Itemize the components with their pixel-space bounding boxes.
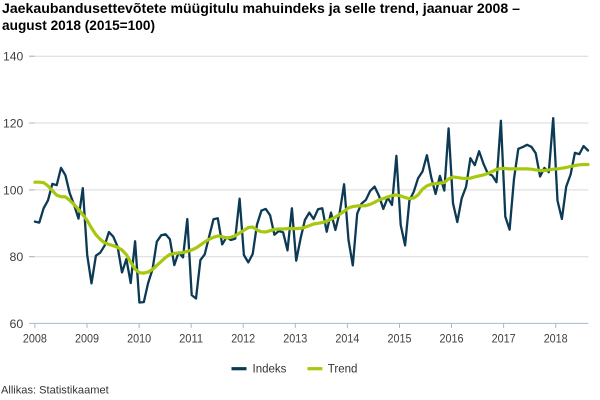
- svg-text:2014: 2014: [335, 331, 359, 345]
- svg-text:2018: 2018: [544, 331, 568, 345]
- svg-text:2013: 2013: [283, 331, 307, 345]
- svg-text:2008: 2008: [23, 331, 47, 345]
- svg-text:Trend: Trend: [328, 364, 358, 376]
- svg-text:Jaekaubandusettevõtete müügitu: Jaekaubandusettevõtete müügitulu mahuind…: [2, 1, 521, 16]
- svg-text:80: 80: [10, 250, 24, 264]
- svg-text:60: 60: [10, 317, 24, 331]
- svg-text:140: 140: [3, 50, 24, 64]
- svg-text:2012: 2012: [231, 331, 255, 345]
- svg-text:2015: 2015: [388, 331, 412, 345]
- svg-text:2016: 2016: [440, 331, 464, 345]
- svg-text:august 2018 (2015=100): august 2018 (2015=100): [2, 18, 155, 33]
- svg-text:2011: 2011: [179, 331, 203, 345]
- svg-text:2009: 2009: [75, 331, 99, 345]
- svg-text:Allikas: Statistikaamet: Allikas: Statistikaamet: [1, 384, 109, 396]
- svg-text:100: 100: [3, 183, 24, 197]
- svg-text:2010: 2010: [127, 331, 151, 345]
- svg-text:Indeks: Indeks: [253, 364, 287, 376]
- svg-text:2017: 2017: [492, 331, 516, 345]
- svg-text:120: 120: [3, 117, 24, 131]
